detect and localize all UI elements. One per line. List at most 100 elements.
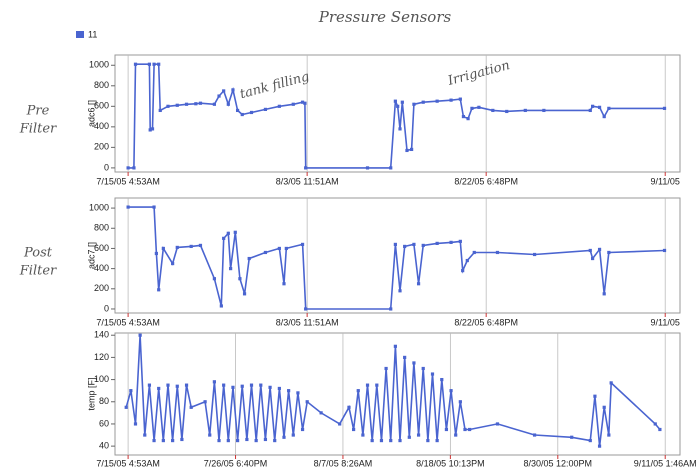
y-tick-label: 1000 [89, 60, 109, 70]
data-point [396, 104, 400, 108]
data-point [338, 422, 342, 426]
data-point [458, 400, 462, 404]
x-tick-label: 8/22/05 6:48PM [454, 317, 518, 327]
data-point [319, 411, 323, 415]
data-point [365, 166, 370, 170]
data-point [379, 438, 384, 443]
data-point [133, 62, 138, 66]
y-tick-label: 100 [94, 374, 109, 384]
data-point [602, 114, 606, 119]
y-tick-label: 800 [94, 80, 109, 90]
data-point [245, 437, 249, 442]
data-point [126, 166, 130, 170]
x-tick-label: 9/11/05 [651, 176, 680, 186]
y-tick-label: 600 [94, 243, 109, 253]
data-point [458, 97, 462, 101]
data-point [588, 108, 592, 113]
data-point [166, 383, 170, 387]
y-axis-label: adc6 [] [86, 100, 96, 127]
data-point [607, 106, 611, 110]
data-point [175, 103, 179, 107]
data-point [277, 246, 281, 251]
data-point [222, 236, 226, 240]
data-point [470, 106, 474, 110]
y-tick-label: 0 [104, 162, 109, 172]
data-point [198, 101, 203, 105]
data-point [449, 98, 453, 102]
data-point [361, 433, 365, 437]
data-point [157, 386, 161, 391]
data-point [300, 427, 305, 432]
y-tick-label: 800 [94, 223, 109, 233]
data-point [226, 231, 230, 235]
data-point [282, 282, 286, 286]
data-point [389, 438, 393, 443]
data-point [235, 438, 240, 443]
y-tick-label: 140 [94, 330, 109, 340]
data-point [426, 438, 430, 443]
panel-label: Pre Filter [19, 103, 57, 136]
data-point [403, 355, 407, 359]
data-point [129, 389, 133, 393]
data-point [229, 267, 233, 271]
data-point [658, 427, 662, 432]
data-point [154, 251, 158, 256]
data-point [461, 269, 465, 273]
data-point [662, 248, 667, 253]
data-point [421, 243, 425, 248]
data-point [398, 127, 402, 131]
x-tick-label: 7/15/05 4:53AM [96, 176, 160, 186]
data-point [259, 383, 263, 387]
data-point [365, 383, 370, 387]
y-axis-label: temp [F] [86, 377, 96, 410]
data-point [263, 250, 268, 255]
data-point [602, 292, 606, 296]
data-point [477, 105, 481, 109]
x-tick-label: 7/26/05 6:40PM [204, 458, 268, 468]
data-point [466, 117, 470, 121]
data-point [465, 258, 469, 263]
data-point [231, 88, 235, 92]
data-point [287, 389, 291, 393]
data-point [542, 108, 546, 113]
data-point [273, 438, 277, 443]
data-point [217, 94, 221, 98]
legend-label: 11 [88, 29, 97, 39]
data-point [347, 405, 351, 409]
data-point [268, 385, 272, 389]
data-point [277, 104, 281, 108]
data-point [591, 104, 595, 108]
data-point [449, 389, 453, 393]
data-point [212, 380, 216, 384]
x-tick-label: 9/11/05 [651, 317, 680, 327]
data-point [588, 438, 592, 443]
y-tick-label: 40 [99, 441, 109, 451]
data-point [597, 105, 602, 109]
data-point [597, 444, 602, 448]
data-point [282, 435, 286, 439]
y-tick-label: 200 [94, 283, 109, 293]
data-point [352, 427, 356, 432]
data-point [166, 104, 170, 108]
data-point [150, 127, 155, 131]
data-point [430, 372, 435, 376]
data-point [495, 250, 500, 255]
data-point [468, 427, 472, 432]
data-point [444, 427, 449, 432]
data-point [132, 166, 136, 170]
data-point [124, 405, 128, 409]
data-point [405, 148, 409, 153]
data-point [226, 102, 230, 106]
data-point [203, 400, 207, 404]
data-point [235, 108, 240, 113]
data-point [161, 246, 165, 251]
data-point [303, 101, 307, 105]
data-point [147, 62, 152, 66]
data-point [254, 438, 258, 443]
data-point [370, 438, 374, 443]
data-point [662, 106, 667, 110]
data-point [222, 383, 226, 387]
data-point [263, 107, 268, 111]
y-tick-label: 80 [99, 396, 109, 406]
